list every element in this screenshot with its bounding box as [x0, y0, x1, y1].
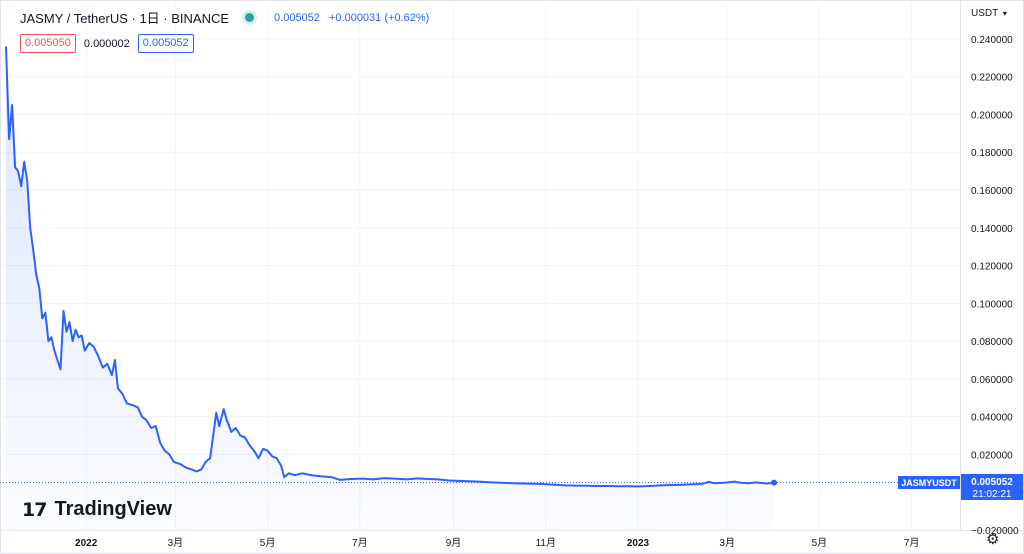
spread-value: 0.000002 [83, 37, 130, 50]
symbol-title[interactable]: JASMY / TetherUS · 1日 · BINANCE [20, 11, 230, 26]
symbol-label-bg [898, 476, 960, 489]
last-price-dot [771, 479, 778, 486]
tradingview-logo-icon: 17 [22, 498, 47, 521]
y-tick-label: 0.160000 [971, 186, 1013, 197]
x-tick-label: 7月 [352, 537, 368, 549]
bar-countdown: 21:02:21 [973, 489, 1012, 500]
y-tick-label: 0.040000 [971, 413, 1013, 424]
symbol-label: JASMYUSDT [901, 478, 957, 488]
x-tick-label: 2022 [75, 538, 98, 549]
y-tick-label: −0.020000 [971, 526, 1019, 537]
last-price: 0.005052 [274, 11, 320, 24]
x-tick-label: 2023 [627, 538, 650, 549]
y-tick-label: 0.060000 [971, 375, 1013, 386]
last-price-value: 0.005052 [971, 477, 1013, 488]
x-tick-label: 3月 [168, 537, 184, 549]
y-tick-label: 0.200000 [971, 110, 1013, 121]
tradingview-logo[interactable]: 17 TradingView [22, 498, 172, 521]
price-change: +0.000031 (+0.62%) [328, 11, 430, 24]
x-tick-label: 5月 [812, 537, 828, 549]
symbol-price-label: JASMYUSDT [898, 476, 960, 489]
quote-values: 0.005052 +0.000031 (+0.62%) [274, 12, 435, 24]
logo-text: TradingView [54, 498, 172, 520]
time-axis[interactable]: 2022 3月 5月 7月 9月 11月 2023 3月 5月 7月 [75, 537, 919, 549]
x-tick-label: 11月 [536, 537, 556, 549]
currency-unit-label: USDT [971, 8, 999, 19]
price-area [5, 46, 775, 531]
buy-button[interactable]: 0.005052 [137, 34, 194, 53]
y-tick-label: 0.120000 [971, 262, 1013, 273]
gear-icon[interactable]: ⚙ [986, 531, 1000, 548]
sell-button[interactable]: 0.005050 [20, 34, 76, 53]
chart-header: JASMY / TetherUS · 1日 · BINANCE 0.005052… [20, 8, 435, 27]
y-tick-label: 0.140000 [971, 224, 1013, 235]
x-tick-label: 3月 [719, 537, 735, 549]
y-tick-label: 0.180000 [971, 148, 1013, 159]
y-tick-label: 0.080000 [971, 337, 1013, 348]
order-boxes: 0.005050 0.000002 0.005052 [20, 34, 194, 53]
last-price-label: 0.005052 21:02:21 [961, 474, 1023, 500]
price-line [5, 46, 775, 488]
x-tick-label: 9月 [446, 537, 462, 549]
price-axis[interactable]: 0.240000 0.220000 0.200000 0.180000 0.160000… [971, 35, 1019, 537]
x-tick-label: 5月 [260, 537, 276, 549]
y-tick-label: 0.100000 [971, 299, 1013, 310]
y-tick-label: 0.020000 [971, 450, 1013, 461]
chevron-down-icon: ▾ [1002, 9, 1007, 18]
area-fill [6, 46, 774, 531]
y-tick-label: 0.240000 [971, 35, 1013, 46]
last-price-label-bg [961, 474, 1023, 500]
x-tick-label: 7月 [904, 537, 920, 549]
y-tick-label: 0.220000 [971, 73, 1013, 84]
currency-unit-menu[interactable]: USDT ▾ [971, 8, 1007, 19]
market-open-dot-icon [245, 13, 255, 22]
